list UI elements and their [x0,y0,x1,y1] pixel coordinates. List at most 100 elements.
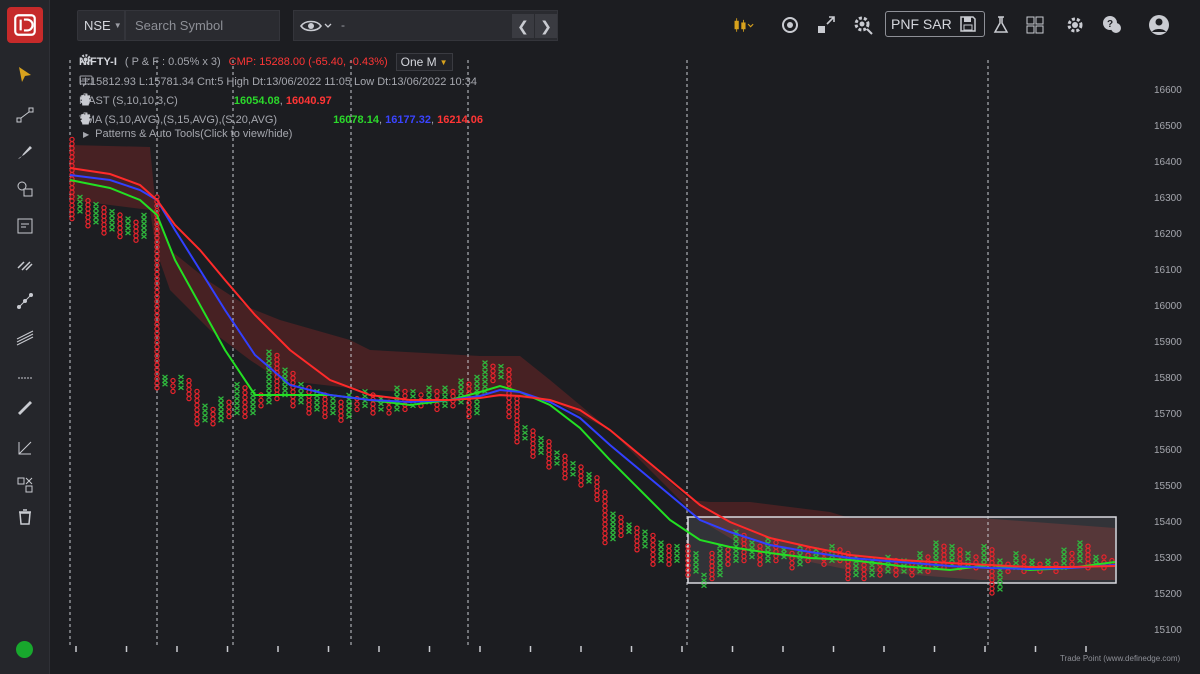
pnf-x-box [997,586,1003,592]
pnf-x-box [125,230,131,236]
mast-settings-icon[interactable] [80,93,202,109]
eye-icon[interactable] [299,16,337,36]
pnf-o-box [101,226,107,232]
target-icon[interactable] [777,12,803,38]
price-label: 16500 [1154,121,1182,132]
pnf-o-box [634,534,640,540]
layout-grid-icon[interactable] [1022,12,1048,38]
pnf-sar-button[interactable]: PNF SAR [885,11,985,37]
pnf-x-box [250,410,256,416]
pnf-o-box [354,401,360,407]
comment-icon[interactable] [79,74,501,90]
pnf-x-box [949,543,955,549]
pnf-chart[interactable] [50,50,1200,674]
pnf-o-box [618,519,624,525]
pnf-x-box [458,378,464,384]
pnf-x-box [538,445,544,451]
measure-icon[interactable] [10,212,40,240]
pnf-x-box [266,372,272,378]
pnf-x-box [554,450,560,456]
pnf-x-box [765,553,771,559]
pnf-o-box [514,400,520,406]
candles-icon[interactable] [730,12,756,38]
line-tool-icon[interactable] [10,101,40,129]
pnf-x-box [586,471,592,477]
channel-icon[interactable] [10,434,40,462]
pnf-o-box [634,542,640,549]
legend-row-symbol: NIFTY-I ( P & F : 0.05% x 3) CMP: 15288.… [79,53,477,71]
pnf-o-box [602,535,608,541]
pnf-o-box [578,473,584,479]
pnf-x-box [933,548,939,554]
pnf-o-box [562,470,568,477]
timeframe-select[interactable]: One M ▼ [395,53,453,71]
pnf-x-box [538,450,544,456]
cursor-icon[interactable] [10,61,40,89]
text-icon[interactable] [10,361,40,389]
shapes-icon[interactable] [10,175,40,203]
pnf-x-box [570,466,576,472]
pnf-x-box [141,225,147,231]
gear-icon[interactable] [1062,12,1088,38]
tma-settings-icon[interactable] [80,112,301,128]
pnf-o-box [989,585,995,592]
pnf-x-box [933,552,939,558]
price-label: 16600 [1154,85,1182,96]
pnf-x-box [626,525,632,531]
ruler-icon[interactable] [10,394,40,422]
pnf-x-box [442,389,448,395]
pnf-x-box [658,558,664,564]
lines-icon[interactable] [10,324,40,352]
search-input[interactable] [125,10,280,41]
user-icon[interactable] [1146,12,1172,38]
pnf-x-box [330,410,336,416]
chart-area[interactable]: NIFTY-I ( P & F : 0.05% x 3) CMP: 15288.… [50,50,1200,674]
pnf-x-box [93,206,99,212]
pnf-x-box [853,567,859,574]
pnf-o-box [594,488,600,494]
pnf-o-box [602,526,608,532]
pnf-o-box [618,528,624,534]
prev-arrow-button[interactable]: ❮ [512,14,534,38]
pnf-o-box [546,439,552,445]
pnf-o-box [514,417,520,423]
patterns-toggle[interactable]: ▶ Patterns & Auto Tools(Click to view/hi… [79,128,292,140]
fib-icon[interactable] [10,249,40,277]
next-arrow-button[interactable]: ❯ [535,14,557,38]
delete-tools-icon[interactable] [10,471,40,499]
settings-gear-icon[interactable] [850,12,876,38]
pnf-x-box [869,572,875,578]
tma-label: TMA (S,10,AVG),(S,15,AVG),(S,20,AVG) [79,114,278,126]
trash-icon[interactable] [10,503,40,531]
pnf-x-box [141,229,147,235]
pnf-x-box [749,554,755,560]
price-label: 15500 [1154,481,1182,492]
mast-delete-icon[interactable] [80,93,226,109]
pnf-x-box [538,435,544,441]
pnf-o-box [402,393,408,399]
pnf-o-box [666,557,672,563]
tma-delete-icon[interactable] [80,112,325,128]
pnf-x-box [141,216,147,222]
pnf-x-box [346,405,352,411]
node-icon[interactable] [10,287,40,315]
pnf-x-box [658,553,664,559]
pnf-o-box [274,395,280,402]
pnf-x-box [693,559,699,565]
brush-icon[interactable] [10,138,40,166]
help-icon[interactable]: ? [1099,12,1125,38]
pnf-x-box [1061,556,1067,562]
pnf-o-box [338,404,344,410]
pnf-o-box [85,206,91,212]
pnf-o-box [546,464,552,470]
pnf-o-box [789,560,795,566]
expand-icon[interactable] [813,12,839,38]
chart-settings-icon[interactable] [80,54,477,70]
logo-icon[interactable] [7,7,43,43]
pnf-x-box [797,557,803,563]
lab-icon[interactable] [988,12,1014,38]
tma-value-1: 16078.14 [333,114,379,126]
pnf-x-box [162,374,168,380]
pnf-x-box [717,558,723,564]
exchange-select[interactable]: NSE ▼ [77,10,125,41]
